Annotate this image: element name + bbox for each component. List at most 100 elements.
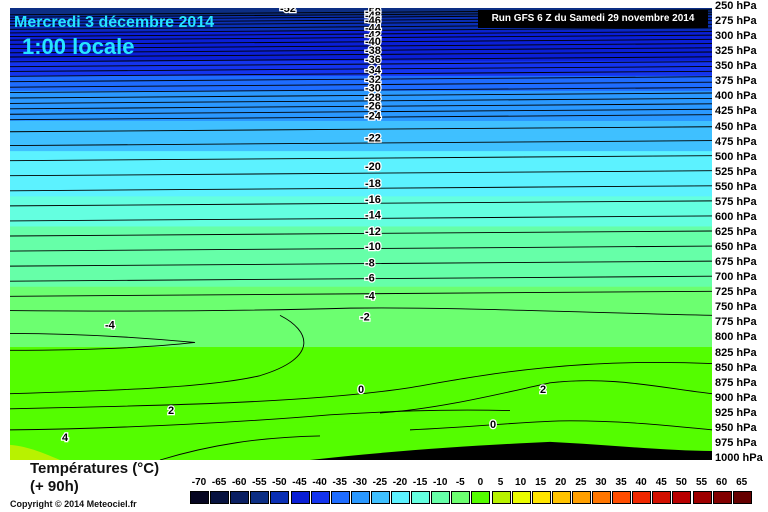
isotherm-line [10, 260, 712, 267]
contour-label: -16 [365, 194, 381, 206]
scale-label: 40 [635, 477, 647, 488]
temperature-band [10, 241, 712, 258]
scale-swatch [210, 491, 230, 504]
isotherm-line [159, 435, 321, 460]
warm-region [10, 444, 60, 460]
temperature-band [10, 377, 712, 393]
isotherm-line [10, 126, 712, 133]
isotherm-line [10, 361, 712, 410]
scale-label: -50 [272, 477, 287, 488]
chart-subtitle: (+ 90h) [30, 478, 79, 495]
scale-label: -10 [432, 477, 448, 488]
scale-label: 25 [575, 477, 587, 488]
scale-swatch [491, 491, 511, 504]
isotherm-line [10, 307, 712, 316]
isotherm-line [10, 61, 712, 68]
contour-label: 2 [540, 384, 546, 396]
temperature-band [10, 151, 712, 167]
contour-label: -8 [365, 257, 375, 269]
contour-label: -10 [365, 241, 381, 253]
pressure-tick-label: 500 hPa [715, 150, 757, 163]
temperature-band [10, 45, 712, 62]
temperature-band [10, 362, 712, 378]
contour-label: 4 [62, 432, 69, 444]
isotherm-line [10, 97, 712, 104]
isotherm-line [10, 76, 712, 83]
isotherm-line [10, 31, 712, 37]
scale-swatch [350, 491, 370, 504]
pressure-tick-label: 975 hPa [715, 436, 757, 449]
temperature-band [10, 136, 712, 152]
contour-label: -34 [365, 64, 382, 76]
isotherm-line [10, 103, 712, 110]
forecast-date: Mercredi 3 décembre 2014 [14, 14, 215, 31]
scale-swatch [612, 491, 632, 504]
contour-label: 0 [358, 384, 364, 396]
pressure-tick-label: 850 hPa [715, 361, 757, 374]
scale-label: -35 [332, 477, 347, 488]
isotherm-line [10, 66, 712, 72]
pressure-tick-label: 375 hPa [715, 75, 757, 88]
scale-swatch [431, 491, 451, 504]
scale-label: -15 [412, 477, 428, 488]
isotherm-line [10, 409, 511, 431]
isotherm-line [10, 200, 712, 207]
pressure-tick-label: 550 hPa [715, 180, 757, 193]
temperature-band [10, 331, 712, 348]
contour-label: -22 [365, 133, 381, 145]
isotherm-line [10, 155, 712, 162]
contour-label: -28 [365, 92, 381, 104]
scale-label: 55 [695, 477, 708, 488]
scale-swatch [270, 491, 290, 504]
isotherm-line [10, 38, 712, 45]
temperature-heatmap: -52 -50-48-46-44-42-40-38-36-34-32-30-28-… [10, 8, 712, 460]
scale-label: -40 [312, 477, 327, 488]
isotherm-line [379, 380, 712, 414]
pressure-tick-label: 525 hPa [715, 165, 757, 178]
scale-swatch [672, 491, 692, 504]
scale-swatch [632, 491, 652, 504]
pressure-tick-label: 275 hPa [715, 15, 757, 28]
isotherm-line [10, 114, 712, 121]
pressure-tick-label: 675 hPa [715, 256, 757, 269]
isotherm-line [10, 43, 712, 50]
isotherm-line [10, 290, 712, 297]
pressure-tick-label: 350 hPa [715, 60, 757, 73]
temperature-band [10, 211, 712, 228]
scale-swatch [250, 491, 270, 504]
isotherm-line [10, 70, 712, 77]
pressure-tick-label: 700 hPa [715, 271, 757, 284]
contour-label: -44 [365, 22, 382, 34]
contour-label: -46 [365, 15, 381, 27]
pressure-tick-label: 925 hPa [715, 406, 757, 419]
scale-swatch [571, 491, 591, 504]
temperature-band [10, 407, 712, 423]
contour-label: -24 [365, 110, 382, 122]
contour-label: -26 [365, 101, 381, 113]
scale-swatch [411, 491, 431, 504]
contour-label: -18 [365, 178, 381, 190]
contour-label: -38 [365, 45, 381, 57]
pressure-tick-label: 450 hPa [715, 120, 757, 133]
contour-label: -20 [365, 161, 381, 173]
pressure-tick-label: 825 hPa [715, 346, 757, 359]
isotherm-line [10, 34, 712, 41]
forecast-time: 1:00 locale [22, 34, 135, 59]
contour-label: -36 [365, 54, 381, 66]
temperature-band [10, 271, 712, 288]
contour-label: -2 [360, 312, 370, 324]
scale-label: 5 [497, 477, 504, 488]
contour-label: -42 [365, 30, 381, 42]
scale-swatch [391, 491, 410, 504]
scale-label: 0 [477, 477, 484, 488]
temperature-band [10, 196, 712, 212]
isotherm-line [10, 47, 712, 54]
temperature-band [10, 316, 712, 333]
pressure-tick-label: 475 hPa [715, 135, 757, 148]
scale-swatch [592, 491, 611, 504]
temperature-band [10, 75, 712, 92]
contour-label: 0 [490, 419, 496, 431]
scale-label: 50 [675, 477, 687, 488]
temperature-band [10, 301, 712, 318]
pressure-tick-label: 650 hPa [715, 241, 757, 254]
